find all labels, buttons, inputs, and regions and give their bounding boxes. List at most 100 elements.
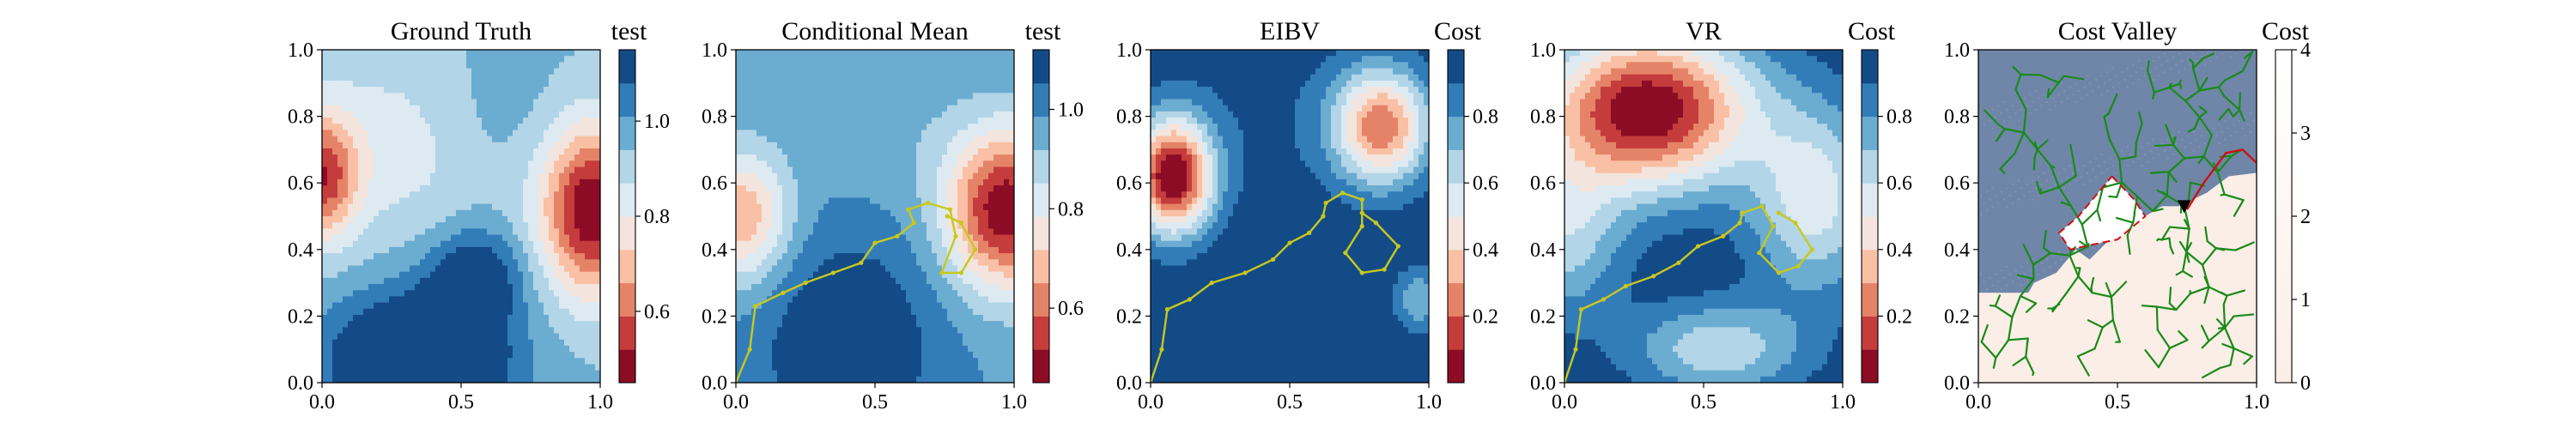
search-tree [1980, 51, 2255, 379]
colorbar-tick-label: 0.8 [1473, 106, 1498, 129]
trajectory-point [958, 270, 964, 275]
trajectory-point [911, 221, 916, 226]
y-tick-label: 0.0 [702, 372, 727, 395]
y-tick-label: 0.8 [1944, 106, 1970, 129]
y-tick-label: 0.6 [702, 172, 727, 195]
colorbar-label: Cost [2262, 17, 2310, 45]
trajectory-point [1340, 190, 1346, 196]
y-tick-label: 0.4 [288, 239, 313, 262]
trajectory-point [953, 233, 958, 239]
y-tick-label: 1.0 [1944, 39, 1970, 62]
trajectory-point [1776, 210, 1782, 215]
x-tick-label: 0.0 [1965, 391, 1991, 414]
x-tick-label: 0.0 [723, 391, 749, 414]
trajectory-point [747, 347, 752, 352]
y-tick-label: 0.6 [1116, 172, 1142, 195]
trajectory-point [1359, 224, 1364, 229]
y-tick-label: 0.2 [1944, 305, 1970, 328]
trajectory-point [906, 207, 911, 212]
y-tick-label: 0.8 [288, 106, 313, 129]
panel-title: VR [1686, 17, 1722, 45]
x-tick-label: 0.0 [1552, 391, 1577, 414]
trajectory-point [1373, 221, 1379, 226]
x-tick-label: 1.0 [1001, 391, 1027, 414]
colorbar-tick-label: 2 [2300, 206, 2311, 228]
trajectory-point [1809, 247, 1814, 252]
colorbar-tick-label: 4 [2300, 39, 2311, 62]
x-tick-label: 0.5 [1277, 391, 1303, 414]
trajectory-point [1270, 257, 1276, 263]
trajectory-point [1187, 297, 1192, 302]
trajectory-point [830, 270, 836, 275]
trajectory-point [1573, 347, 1578, 352]
colorbar: 0.6 0.8 1.0 test [611, 17, 670, 384]
x-tick-label: 0.5 [1691, 391, 1716, 414]
trajectory-point [1676, 260, 1681, 265]
panel-5: Cost Valley 0.0 0.5 1.0 0.0 0.2 0.4 0.6 0.8 1.0 0 1… [1944, 17, 2311, 414]
colorbar-tick-label: 0.8 [1886, 106, 1912, 129]
colorbar-tick-label: 0.4 [1886, 239, 1912, 262]
x-tick-label: 1.0 [1416, 391, 1442, 414]
x-tick-label: 1.0 [587, 391, 613, 414]
y-tick-label: 1.0 [1530, 39, 1556, 62]
trajectory-point [803, 281, 808, 286]
trajectory-point [1757, 251, 1762, 256]
y-tick-label: 0.0 [1116, 372, 1142, 395]
y-tick-label: 0.2 [1530, 305, 1556, 328]
y-tick-label: 0.2 [702, 305, 727, 328]
free-pocket [2058, 176, 2146, 250]
trajectory-point [895, 233, 900, 239]
trajectory-point [872, 240, 878, 245]
y-tick-label: 0.2 [288, 305, 313, 328]
trajectory-point [1242, 270, 1248, 275]
trajectory-point [1159, 347, 1164, 352]
trajectory-point [1209, 281, 1214, 286]
trajectory-line [1151, 191, 1400, 383]
trajectory-point [947, 207, 953, 212]
trajectory-point [1776, 270, 1782, 275]
trajectory-point [1323, 200, 1328, 206]
trajectory-point [958, 221, 964, 226]
trajectory-point [939, 270, 945, 275]
y-tick-label: 0.2 [1116, 305, 1142, 328]
y-tick-label: 0.4 [1530, 239, 1556, 262]
plot-area [1151, 50, 1429, 383]
y-tick-label: 1.0 [1116, 39, 1142, 62]
x-tick-label: 0.0 [1138, 391, 1163, 414]
trajectory-point [1601, 297, 1606, 302]
planned-route [2185, 148, 2257, 210]
dashed-boundary [2057, 175, 2147, 251]
y-tick-label: 1.0 [702, 39, 727, 62]
trajectory-point [1721, 233, 1726, 239]
x-tick-label: 0.5 [448, 391, 474, 414]
trajectory-point [1578, 307, 1584, 312]
colorbar-tick-label: 3 [2300, 123, 2311, 145]
y-tick-label: 0.6 [1944, 172, 1970, 195]
trajectory-point [1771, 224, 1776, 229]
colorbar-tick-label: 0.2 [1886, 305, 1912, 328]
colorbar-tick-label: 0.6 [644, 301, 670, 323]
trajectory-point [973, 247, 978, 252]
y-tick-label: 0.0 [1944, 372, 1970, 395]
trajectory-point [1623, 283, 1628, 289]
colorbar-tick-label: 0.6 [1058, 298, 1084, 320]
panel-2: Conditional Mean 0.0 0.5 1.0 0.0 0.2 0.4 0.6 0.8… [702, 17, 1084, 414]
trajectory-point [1359, 210, 1364, 215]
colorbar: 0.2 0.4 0.6 0.8 Cost [1848, 17, 1912, 384]
colorbar-label: Cost [1434, 17, 1482, 45]
y-tick-label: 1.0 [288, 39, 313, 62]
trajectory-point [1695, 244, 1701, 249]
colorbar-label: Cost [1848, 17, 1896, 45]
plot-area [322, 50, 600, 383]
panel-title: Cost Valley [2058, 17, 2178, 45]
y-tick-label: 0.4 [1116, 239, 1142, 262]
colorbar-label: test [1025, 17, 1061, 45]
trajectory-point [1287, 240, 1292, 245]
trajectory-point [1795, 263, 1801, 269]
trajectory-point [1382, 267, 1387, 272]
x-tick-label: 1.0 [2244, 391, 2269, 414]
trajectory-point [1359, 270, 1364, 275]
colorbar: 0.6 0.8 1.0 test [1025, 17, 1084, 384]
